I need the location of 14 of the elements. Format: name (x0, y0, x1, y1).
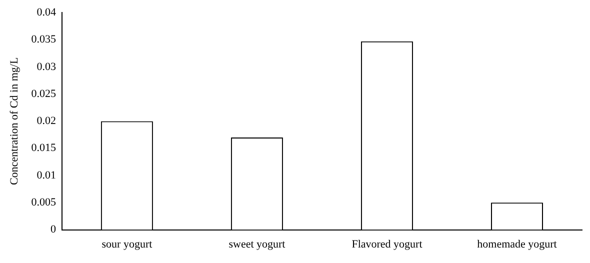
x-tick-label: homemade yogurt (477, 238, 557, 250)
y-axis-title: Concentration of Cd in mg/L (8, 57, 20, 186)
y-tick-label: 0 (50, 224, 56, 236)
y-tick-label: 0.03 (36, 60, 56, 73)
y-tick-label: 0.025 (31, 88, 56, 100)
x-tick-label: sweet yogurt (228, 238, 286, 250)
x-tick-label: Flavored yogurt (352, 238, 422, 250)
x-tick-label: sour yogurt (102, 238, 152, 250)
y-tick-label: 0.02 (36, 115, 56, 128)
y-tick-label: 0.035 (31, 34, 56, 46)
y-tick-label: 0.04 (36, 6, 56, 18)
y-tick-label: 0.015 (31, 142, 56, 154)
y-tick-label: 0.01 (36, 169, 56, 182)
y-tick-label: 0.005 (31, 196, 56, 209)
